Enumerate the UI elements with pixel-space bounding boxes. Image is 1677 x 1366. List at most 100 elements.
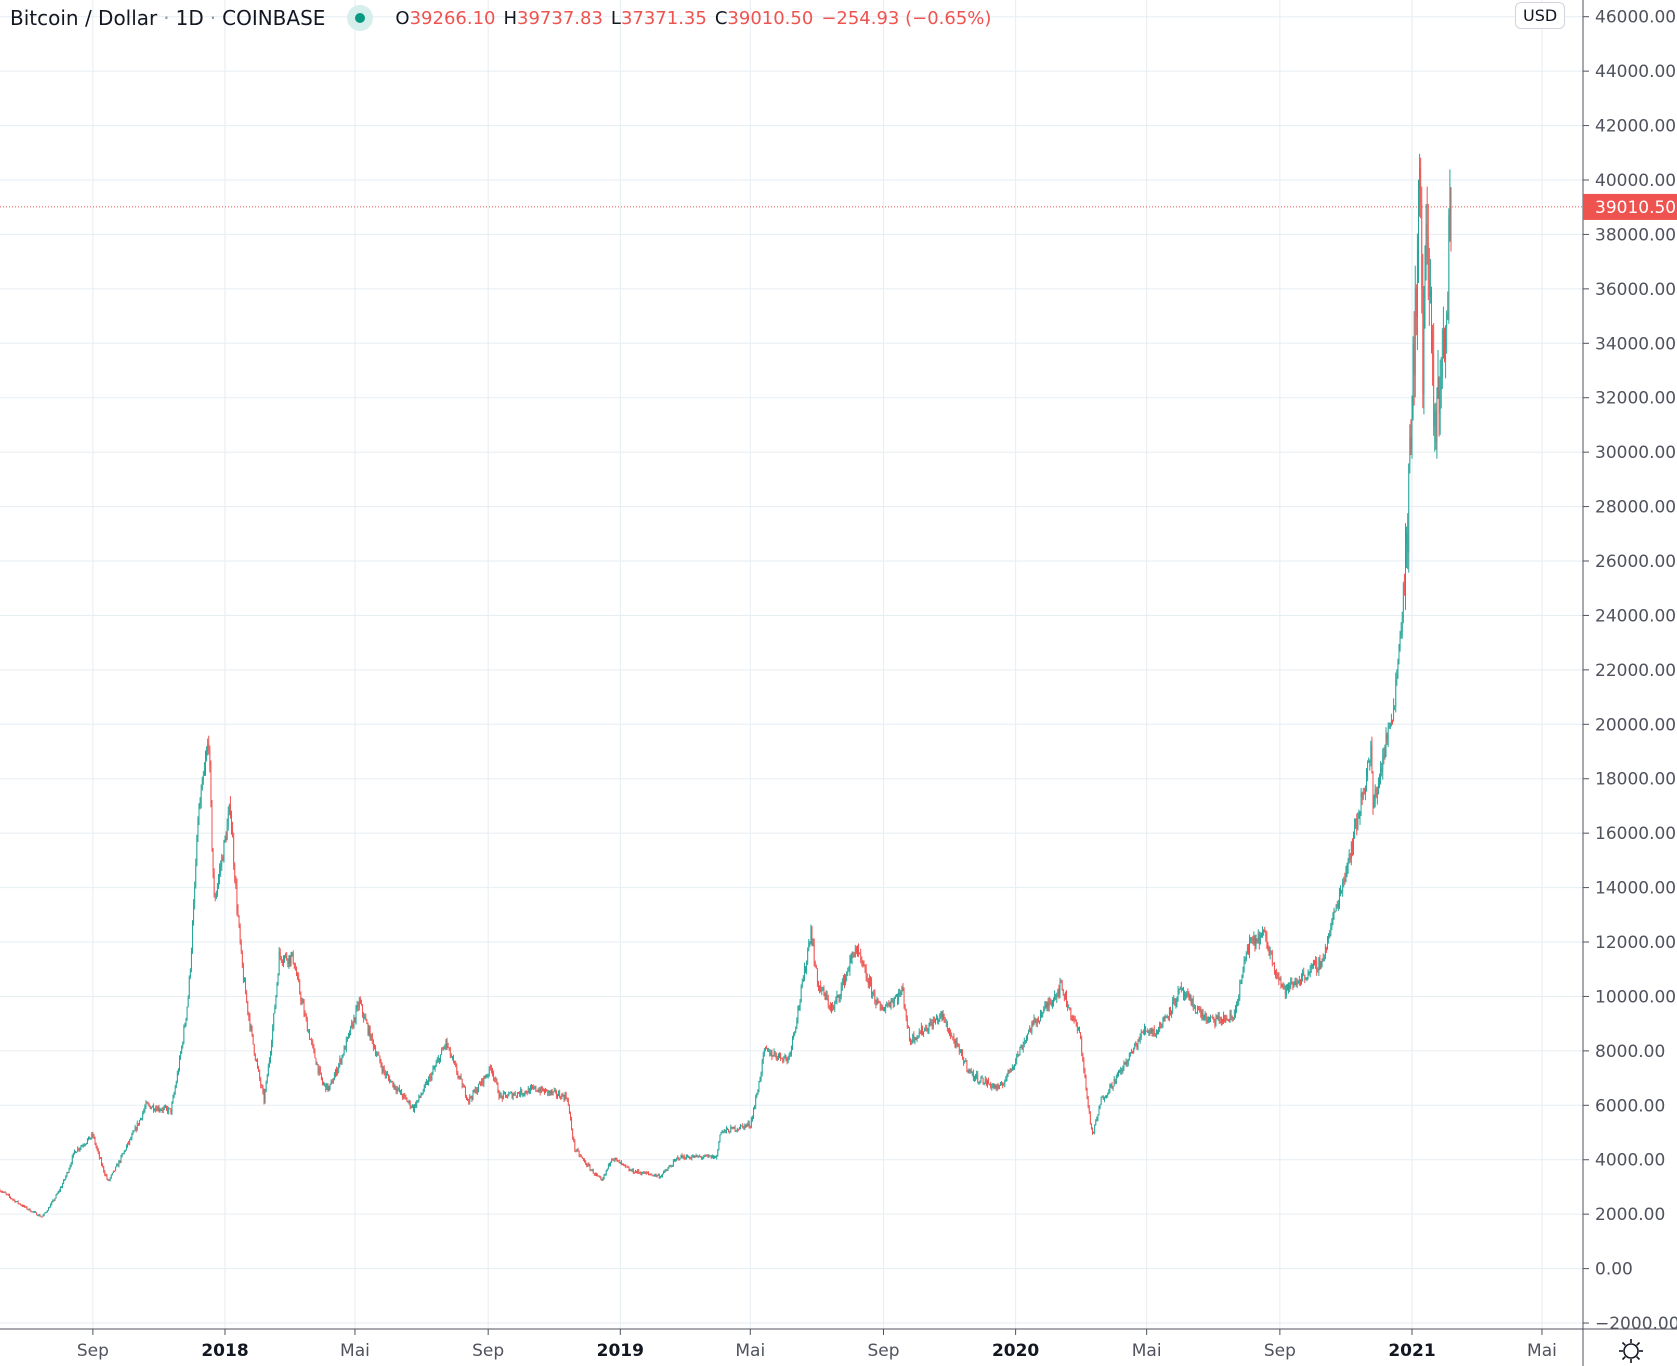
candle-body — [757, 1091, 759, 1095]
candle-body — [836, 995, 838, 1000]
candle — [52, 1199, 54, 1203]
candle — [754, 1105, 756, 1110]
time-axis[interactable]: Sep 2018 Mai Sep 2019 Mai Sep 2020 Mai Sep 2021 Mai — [0, 1328, 1677, 1361]
candle — [1244, 956, 1246, 965]
candle-body — [592, 1169, 594, 1174]
candle-body — [153, 1105, 154, 1111]
candle — [108, 1179, 110, 1182]
candle — [325, 1083, 327, 1093]
sun-gear-icon[interactable] — [1618, 1338, 1644, 1364]
candle — [72, 1152, 74, 1158]
candle — [1090, 1123, 1092, 1130]
candle-body — [106, 1175, 108, 1180]
candle — [1173, 995, 1175, 1005]
candle-body — [414, 1104, 415, 1111]
candle-body — [1157, 1030, 1158, 1032]
candle-body — [1037, 1018, 1039, 1021]
candle — [1180, 981, 1182, 993]
candle-body — [27, 1209, 29, 1211]
candle — [36, 1212, 38, 1216]
candle-body — [1275, 970, 1276, 974]
candle — [940, 1011, 942, 1019]
candle-body — [141, 1118, 143, 1120]
candle — [921, 1025, 923, 1036]
candle — [689, 1156, 691, 1160]
candle — [111, 1172, 113, 1176]
candle — [941, 1010, 943, 1022]
candle-body — [317, 1064, 319, 1073]
candle — [801, 978, 803, 989]
candle — [1423, 285, 1425, 415]
candle — [499, 1091, 501, 1099]
candle-body — [1175, 1002, 1177, 1006]
candle-body — [221, 856, 223, 867]
candle-body — [152, 1105, 153, 1108]
candle — [272, 1024, 274, 1048]
candle-body — [719, 1134, 721, 1142]
candle — [264, 1088, 266, 1104]
candle — [1245, 951, 1247, 962]
candle — [55, 1194, 57, 1199]
candle-body — [189, 969, 191, 977]
interval[interactable]: 1D — [175, 6, 204, 30]
symbol-title[interactable]: Bitcoin / Dollar — [10, 6, 158, 30]
candle-body — [1020, 1046, 1022, 1048]
candle — [159, 1107, 161, 1113]
candle-body — [576, 1149, 578, 1151]
x-tick-label: Mai — [1132, 1341, 1162, 1361]
candle-body — [670, 1165, 672, 1167]
candle — [1310, 962, 1312, 973]
currency-button[interactable]: USD — [1515, 2, 1566, 29]
candle — [864, 964, 866, 974]
candle — [158, 1104, 160, 1113]
candle-body — [236, 884, 238, 909]
candle — [490, 1065, 492, 1074]
price-axis[interactable]: −2000.000.002000.004000.006000.008000.00… — [1582, 0, 1677, 1366]
candle-body — [363, 1013, 365, 1019]
candle-body — [880, 1007, 882, 1010]
candle-body — [559, 1092, 561, 1098]
candle-body — [89, 1136, 91, 1140]
candle-body — [51, 1202, 53, 1205]
candle-body — [1209, 1017, 1210, 1019]
candle-body — [376, 1054, 378, 1056]
candle-body — [1110, 1083, 1112, 1085]
candle-body — [435, 1063, 437, 1067]
candle-body — [465, 1087, 466, 1097]
candle-body — [1382, 756, 1384, 772]
candle-body — [1225, 1018, 1227, 1022]
candle — [928, 1022, 930, 1035]
candle-body — [1341, 891, 1343, 893]
candle — [709, 1155, 711, 1157]
candle-body — [186, 1006, 188, 1019]
candle — [423, 1084, 425, 1093]
candle-body — [482, 1078, 484, 1085]
candle-body — [630, 1169, 632, 1172]
candle — [985, 1077, 987, 1087]
candle — [934, 1018, 936, 1025]
market-status-icon[interactable] — [347, 5, 374, 31]
candle-body — [601, 1178, 603, 1181]
candle-body — [218, 877, 219, 886]
candle — [44, 1211, 46, 1214]
candle — [435, 1059, 437, 1068]
candle-body — [407, 1101, 409, 1103]
candle — [1136, 1042, 1138, 1050]
candle — [652, 1174, 654, 1177]
candle-body — [602, 1178, 604, 1181]
candle-body — [1257, 933, 1259, 941]
candle-body — [705, 1155, 707, 1157]
candle — [515, 1095, 517, 1099]
candle-body — [25, 1206, 27, 1208]
candle-body — [1318, 958, 1320, 971]
candle — [276, 982, 278, 998]
candle — [1007, 1069, 1009, 1077]
candle-body — [44, 1212, 46, 1214]
candle-body — [1349, 853, 1351, 859]
candle — [177, 1068, 179, 1076]
candle-body — [1298, 980, 1300, 982]
candle-body — [809, 942, 811, 944]
candle — [573, 1136, 575, 1143]
candle — [1076, 1022, 1078, 1034]
